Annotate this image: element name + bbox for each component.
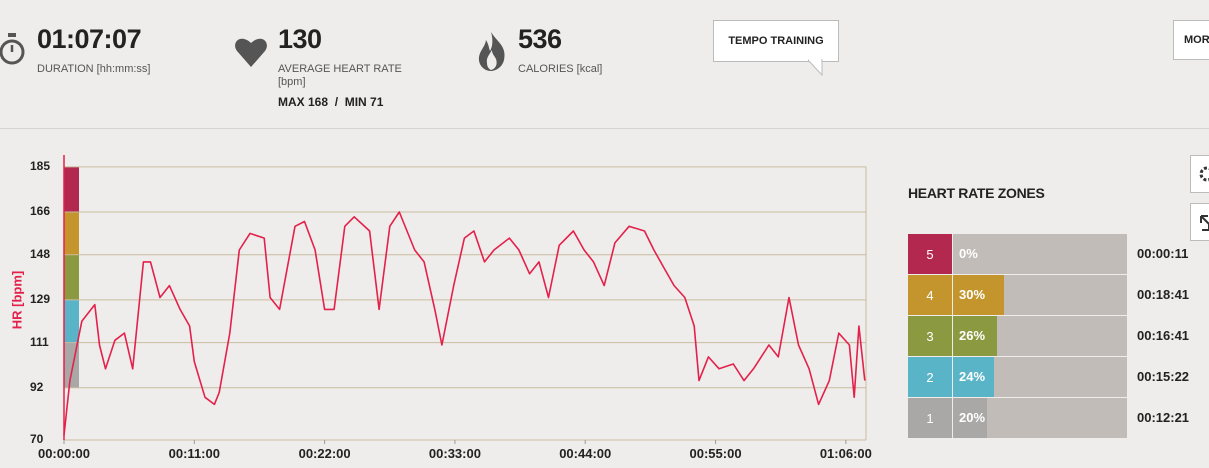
zone-percent: 26% (959, 328, 986, 343)
y-axis-label: HR [bpm] (9, 271, 24, 330)
zone-bar (953, 316, 998, 356)
zone-number: 1 (908, 398, 952, 438)
zone-bar-bg: 0% (953, 234, 1127, 274)
zone-row: 2 24% 00:15:22 (908, 357, 1208, 397)
hr-min: MIN 71 (344, 95, 384, 109)
calories-label: CALORIES [kcal] (518, 63, 603, 75)
zone-row: 1 20% 00:12:21 (908, 398, 1208, 438)
zone-bar-bg: 24% (953, 357, 1127, 397)
zone-percent: 24% (959, 369, 986, 384)
y-tick-label: 70 (30, 432, 44, 446)
zone-number: 2 (908, 357, 952, 397)
y-tick-label: 111 (30, 335, 49, 349)
heart-icon (235, 38, 267, 67)
zone-number: 3 (908, 316, 952, 356)
duration-label: DURATION [hh:mm:ss] (37, 63, 151, 75)
hr-label: AVERAGE HEART RATE [bpm] (278, 63, 402, 88)
zone-band (64, 299, 79, 343)
tempo-training-button[interactable]: TEMPO TRAINING (713, 20, 839, 62)
zone-band (64, 254, 79, 300)
y-tick-label: 148 (30, 247, 50, 261)
x-tick-label: 00:33:00 (429, 446, 481, 461)
zone-row: 3 26% 00:16:41 (908, 316, 1208, 356)
zone-time: 00:15:22 (1137, 369, 1190, 384)
hr-value: 130 (278, 24, 322, 54)
x-tick-label: 00:55:00 (690, 446, 742, 461)
hr-line (63, 211, 866, 436)
x-tick-label: 01:06:00 (820, 446, 872, 461)
zone-time: 00:18:41 (1137, 287, 1190, 302)
hr-chart: HR [bpm] 70 92 111 129 148 166 185 00:00:00 00:1… (9, 155, 872, 461)
zone-time: 00:12:21 (1137, 410, 1190, 425)
zone-bar (953, 398, 987, 438)
zone-number: 5 (908, 234, 952, 274)
y-tick-label: 92 (30, 380, 44, 394)
hr-max-min: MAX 168 / MIN 71 (278, 95, 384, 109)
x-tick-label: 00:44:00 (559, 446, 611, 461)
zone-percent: 20% (959, 410, 986, 425)
flame-icon (478, 32, 505, 71)
zone-number: 4 (908, 275, 952, 315)
zone-percent: 0% (959, 246, 978, 261)
zone-band (64, 212, 79, 255)
zone-bar-bg: 30% (953, 275, 1127, 315)
zones-title: HEART RATE ZONES (908, 185, 1045, 201)
zone-time: 00:00:11 (1137, 246, 1189, 261)
settings-button[interactable] (1190, 155, 1209, 193)
zone-bar (953, 275, 1004, 315)
zone-row: 4 30% 00:18:41 (908, 275, 1208, 315)
x-tick-label: 00:11:00 (169, 446, 220, 461)
y-tick-label: 185 (30, 159, 50, 173)
y-tick-label: 129 (30, 292, 50, 306)
duration-value: 01:07:07 (37, 24, 142, 54)
x-tick-label: 00:00:00 (38, 446, 90, 461)
zone-time: 00:16:41 (1137, 328, 1190, 343)
y-tick-label: 166 (30, 204, 50, 218)
gear-icon (1199, 166, 1209, 182)
zone-row: 5 0% 00:00:11 (908, 234, 1208, 274)
stopwatch-icon (0, 33, 25, 65)
zone-percent: 30% (959, 287, 986, 302)
more-button[interactable]: MORE (1173, 20, 1209, 60)
x-tick-label: 00:22:00 (299, 446, 351, 461)
separator (0, 128, 1209, 129)
zone-bar (953, 357, 994, 397)
button-tail (808, 59, 823, 77)
zone-band (64, 166, 79, 212)
calories-value: 536 (518, 24, 562, 54)
zone-bar-bg: 26% (953, 316, 1127, 356)
expand-button[interactable] (1190, 203, 1209, 241)
expand-icon (1200, 215, 1209, 231)
zone-bar-bg: 20% (953, 398, 1127, 438)
hr-max: MAX 168 (278, 95, 329, 109)
